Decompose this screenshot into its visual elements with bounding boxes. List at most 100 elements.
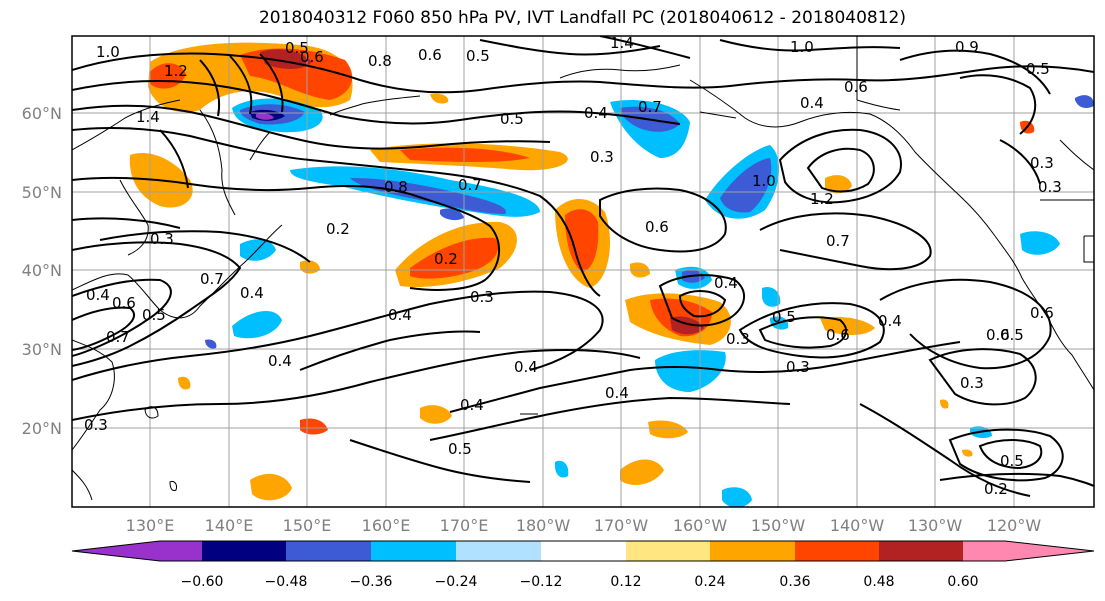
contour-label: 0.5 xyxy=(1000,452,1024,470)
contour-label: 0.6 xyxy=(844,78,868,96)
lon-label: 130°W xyxy=(908,516,963,535)
colorbar-tick: −0.48 xyxy=(265,574,308,590)
contour-label: 0.5 xyxy=(448,440,472,458)
colorbar-segment xyxy=(456,541,541,561)
colorbar xyxy=(71,540,1095,562)
colorbar-tick: −0.60 xyxy=(181,574,224,590)
contour-label: 0.6 xyxy=(112,294,136,312)
colorbar-segment xyxy=(371,541,456,561)
colorbar-tick: 0.48 xyxy=(863,574,894,590)
contour-label: 0.3 xyxy=(960,374,984,392)
contour-label: 0.3 xyxy=(1038,178,1062,196)
contour-label: 0.7 xyxy=(826,232,850,250)
contour-label: 0.5 xyxy=(500,110,524,128)
contour-label: 0.7 xyxy=(638,98,662,116)
contour-label: 0.3 xyxy=(84,416,108,434)
contour-label: 1.0 xyxy=(96,43,120,61)
lon-label: 150°E xyxy=(283,516,332,535)
colorbar-segment xyxy=(963,541,1005,561)
contour-label: 0.8 xyxy=(368,52,392,70)
colorbar-segment xyxy=(541,541,626,561)
colorbar-tick: 0.36 xyxy=(779,574,810,590)
contour-label: 1.0 xyxy=(790,38,814,56)
contour-label: 0.8 xyxy=(384,178,408,196)
colorbar-tick: 0.24 xyxy=(694,574,725,590)
colorbar-tick: −0.36 xyxy=(350,574,393,590)
lon-label: 160°E xyxy=(362,516,411,535)
contour-label: 0.6 xyxy=(986,326,1010,344)
contour-label: 0.4 xyxy=(268,352,292,370)
lon-label: 130°E xyxy=(126,516,175,535)
contour-label: 0.6 xyxy=(826,326,850,344)
contour-label: 0.2 xyxy=(984,480,1008,498)
contour-label: 0.3 xyxy=(726,330,750,348)
contour-label: 0.6 xyxy=(418,46,442,64)
lon-label: 150°W xyxy=(751,516,806,535)
longitude-labels: 130°E 140°E 150°E 160°E 170°E 180°W 170°… xyxy=(126,516,1042,535)
colorbar-tick: −0.12 xyxy=(520,574,563,590)
lat-label: 50°N xyxy=(22,183,62,202)
colorbar-segment xyxy=(710,541,795,561)
contour-label: 0.3 xyxy=(1030,154,1054,172)
colorbar-tick: 0.60 xyxy=(947,574,978,590)
coastlines xyxy=(72,36,1094,501)
contour-label: 0.4 xyxy=(240,284,264,302)
colorbar-outline xyxy=(71,540,1095,562)
contour-label: 0.4 xyxy=(460,396,484,414)
contour-labels: 1.0 0.5 0.6 0.8 0.6 0.5 1.4 1.0 0.9 0.5 … xyxy=(84,34,1062,498)
lon-label: 160°W xyxy=(673,516,728,535)
contour-label: 0.6 xyxy=(1030,304,1054,322)
contour-label: 0.5 xyxy=(142,306,166,324)
contour-label: 0.4 xyxy=(86,286,110,304)
contour-label: 1.4 xyxy=(136,108,160,126)
contour-label: 0.7 xyxy=(458,176,482,194)
lon-label: 140°E xyxy=(205,516,254,535)
contour-label: 1.2 xyxy=(810,190,834,208)
colorbar-tick: 0.12 xyxy=(610,574,641,590)
colorbar-segment xyxy=(879,541,963,561)
colorbar-tick: −0.24 xyxy=(435,574,478,590)
contour-label: 0.4 xyxy=(714,274,738,292)
lon-label: 170°E xyxy=(440,516,489,535)
colorbar-segment xyxy=(286,541,371,561)
contour-label: 1.2 xyxy=(164,62,188,80)
contour-label: 0.4 xyxy=(514,358,538,376)
contour-label: 0.3 xyxy=(150,230,174,248)
lon-label: 120°W xyxy=(987,516,1042,535)
lat-label: 40°N xyxy=(22,261,62,280)
contour-label: 0.3 xyxy=(786,358,810,376)
contour-label: 0.5 xyxy=(772,308,796,326)
contour-label: 0.5 xyxy=(1026,60,1050,78)
map-border xyxy=(71,35,1095,508)
contour-label: 0.4 xyxy=(878,312,902,330)
contour-label: 0.5 xyxy=(285,39,309,57)
lat-label: 60°N xyxy=(22,104,62,123)
lon-label: 180°W xyxy=(516,516,571,535)
ivt-contours xyxy=(72,36,1094,497)
contour-label: 1.0 xyxy=(752,172,776,190)
contour-label: 0.7 xyxy=(106,328,130,346)
contour-label: 0.2 xyxy=(326,220,350,238)
contour-label: 0.4 xyxy=(800,94,824,112)
contour-label: 0.5 xyxy=(466,47,490,65)
contour-label: 0.4 xyxy=(605,384,629,402)
contour-label: 0.7 xyxy=(200,270,224,288)
colorbar-segment xyxy=(160,541,202,561)
lon-label: 140°W xyxy=(830,516,885,535)
lat-label: 20°N xyxy=(22,419,62,438)
colorbar-segment xyxy=(72,541,160,561)
contour-label: 0.6 xyxy=(300,48,324,66)
map-title: 2018040312 F060 850 hPa PV, IVT Landfall… xyxy=(258,8,906,28)
contour-label: 0.4 xyxy=(584,104,608,122)
colorbar-segment xyxy=(202,541,286,561)
contour-label: 1.4 xyxy=(610,34,634,52)
contour-label: 0.2 xyxy=(434,250,458,268)
contour-label: 0.6 xyxy=(645,218,669,236)
contour-label: 0.3 xyxy=(470,288,494,306)
contour-label: 0.3 xyxy=(590,148,614,166)
latitude-labels: 60°N 50°N 40°N 30°N 20°N xyxy=(22,104,62,438)
lon-label: 170°W xyxy=(594,516,649,535)
contour-label: 0.9 xyxy=(955,38,979,56)
colorbar-segment xyxy=(626,541,710,561)
